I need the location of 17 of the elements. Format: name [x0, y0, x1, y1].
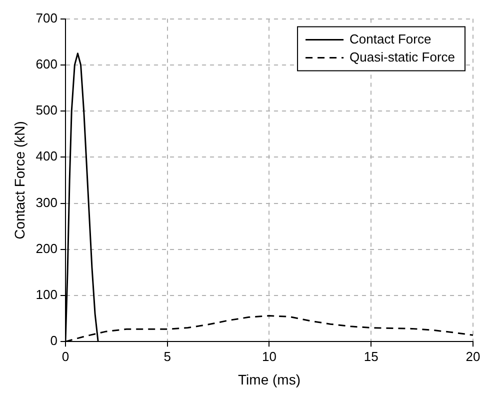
x-tick-label: 5	[164, 348, 171, 364]
y-tick-label: 500	[36, 102, 58, 118]
x-tick-label: 15	[364, 348, 378, 364]
y-tick-label: 600	[36, 56, 58, 72]
x-tick-label: 10	[262, 348, 276, 364]
y-tick-label: 100	[36, 287, 58, 302]
y-axis-title: Contact Force (kN)	[11, 121, 28, 240]
x-axis-title: Time (ms)	[238, 371, 300, 388]
y-tick-label: 200	[36, 240, 58, 256]
y-tick-label: 400	[36, 148, 58, 164]
y-tick-label: 0	[50, 333, 58, 348]
legend-label: Contact Force	[350, 31, 432, 46]
x-tick-label: 20	[466, 348, 480, 364]
legend-label: Quasi-static Force	[350, 49, 456, 64]
x-tick-label: 0	[62, 348, 70, 364]
y-tick-label: 300	[36, 194, 58, 210]
y-tick-label: 700	[36, 10, 58, 26]
